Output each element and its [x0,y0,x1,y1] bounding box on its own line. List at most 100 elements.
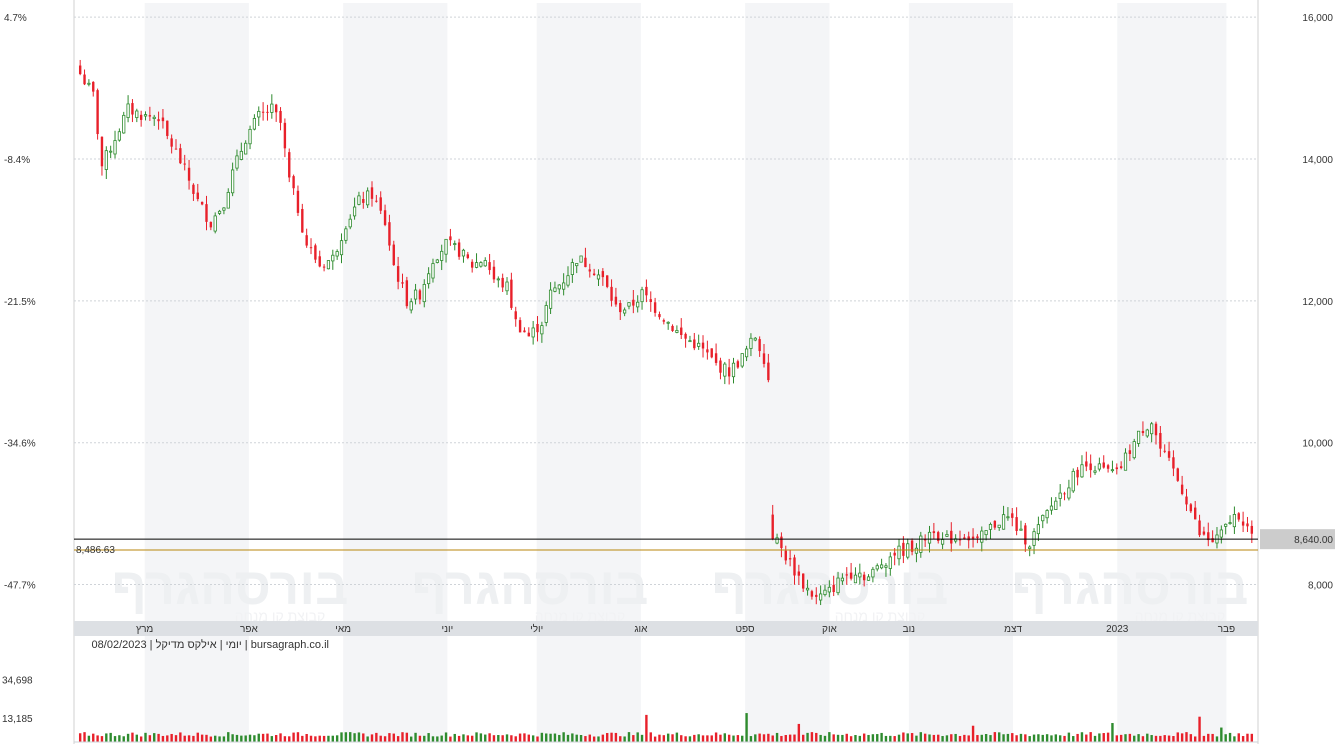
axes: 16,000 14,000 12,000 10,000 8,000 4.7% -8.4% -2… [4,13,1333,591]
volume-bar [923,733,927,742]
volume-bar [571,733,574,742]
percent-tick-label: -21.5% [4,297,36,308]
volume-bar [231,734,234,742]
candle-body-down [588,269,591,272]
volume-bar [1037,734,1040,742]
candle-body-down [388,222,391,246]
candle-body-up [623,309,627,314]
volume-bar [370,734,374,742]
volume-bar [662,735,666,742]
volume-bar [976,735,979,742]
volume-bar [340,732,343,742]
candle-body-down [396,266,400,282]
volume-bar [1019,733,1023,742]
volume-bar [989,735,992,742]
candle-body-up [1006,516,1010,519]
volume-bar [897,734,901,742]
volume-bar [910,733,914,742]
candle-body-up [579,255,583,263]
volume-tick-label: 34,698 [2,675,33,686]
candle-body-down [179,148,182,164]
candle-body-up [413,289,418,300]
volume-bar [166,735,169,742]
candle-body-down [309,247,313,249]
volume-bar [436,736,439,742]
volume-bar [754,734,757,742]
volume-bar [1241,736,1245,742]
volume-bar [427,733,430,742]
volume-bar [558,734,561,742]
volume-panel: 34,698 13,185 [2,675,1258,743]
month-label: אפר [240,624,258,635]
candle-body-up [880,564,884,569]
candle-body-up [122,114,126,134]
volume-bar [832,734,835,742]
price-tick-label: 16,000 [1302,13,1333,24]
volume-bar [1089,732,1092,742]
candle-body-up [117,131,121,141]
candle-body-down [671,325,674,331]
candle-body-up [666,321,670,324]
volume-bar [719,734,722,742]
volume-bar [240,735,243,742]
volume-bar [984,734,988,742]
candle-body-down [139,114,143,120]
month-label: יולי [530,623,543,635]
volume-bar [327,735,330,742]
candle-body-up [235,155,239,169]
volume-bar [1207,733,1210,742]
volume-bar [518,733,522,742]
volume-bar [1246,733,1249,742]
price-tick-label: 8,000 [1308,581,1333,592]
volume-bar [645,714,648,742]
volume-bar [1150,735,1153,742]
candle-body-down [606,275,609,287]
volume-bar [693,734,696,742]
candle-body-up [440,250,444,261]
month-label: יוני [442,624,454,635]
volume-bar [1050,735,1053,742]
candle-body-up [1058,492,1062,499]
volume-month-band [1117,640,1227,742]
candle-body-down [383,210,387,225]
volume-bar [257,733,260,742]
volume-bar [1159,735,1162,742]
volume-bar [488,733,491,742]
candle-body-up [866,576,871,581]
candle-body-up [744,348,749,358]
candle-body-up [1228,522,1232,524]
volume-bar [606,733,609,742]
volume-bar [819,734,822,742]
candle-body-up [143,114,148,117]
candle-body-down [261,111,265,113]
candle-body-down [362,198,365,203]
volume-bar [383,736,387,742]
volume-bar [279,733,282,742]
volume-bar [335,735,339,742]
volume-bar [836,734,840,742]
candle-body-down [457,242,461,257]
candle-body-down [632,299,635,306]
volume-bar [784,734,787,742]
candle-body-down [815,594,818,597]
month-label: 2023 [1106,624,1129,635]
candle-body-up [1145,429,1149,437]
candle-body-up [357,195,361,205]
volume-bar [1115,735,1118,742]
candle-body-down [514,311,517,320]
volume-bar [884,735,888,742]
volume-bar [92,733,95,742]
price-lines: 8,486.63 8,640.00 [74,529,1335,556]
candle-body-up [775,537,779,544]
candle-body-up [113,140,117,155]
volume-bar [732,735,735,742]
volume-bar [749,736,753,742]
candle-body-down [592,273,596,275]
volume-bar [218,736,221,742]
volume-bar [283,736,287,742]
volume-bar [849,736,853,742]
candle-body-up [1219,529,1223,538]
volume-bar [710,735,713,742]
